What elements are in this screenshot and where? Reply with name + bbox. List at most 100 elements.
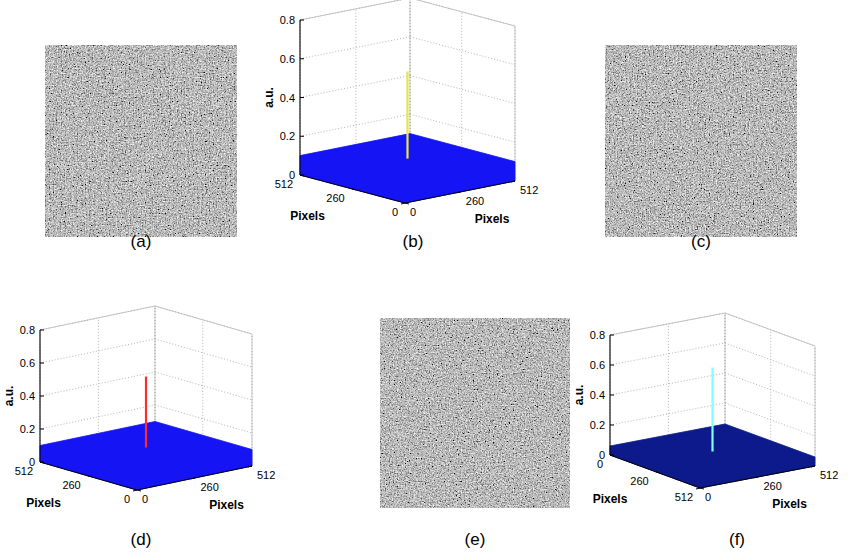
tick-mark bbox=[40, 396, 44, 397]
grid-line bbox=[725, 343, 815, 376]
grid-line bbox=[300, 114, 410, 136]
axis-title: Pixels bbox=[772, 497, 807, 511]
tick-mark bbox=[511, 181, 515, 182]
box-frame bbox=[410, 0, 515, 26]
tick-mark bbox=[40, 429, 44, 430]
tick-mark bbox=[40, 363, 44, 364]
grid-line bbox=[410, 37, 515, 65]
grid-line bbox=[40, 372, 155, 396]
tick-label: 0.2 bbox=[20, 423, 35, 435]
correlation-peak bbox=[406, 71, 408, 158]
grid-line bbox=[300, 0, 410, 20]
box-frame bbox=[815, 346, 816, 466]
box-frame bbox=[410, 0, 411, 153]
grid-line bbox=[300, 76, 410, 98]
axis-title: Pixels bbox=[475, 212, 510, 226]
grid-line bbox=[410, 0, 515, 26]
grid-line bbox=[155, 306, 156, 438]
box-frame bbox=[300, 0, 410, 20]
axis-title: Pixels bbox=[593, 492, 628, 506]
box-frame bbox=[610, 313, 725, 335]
tick-label: 0.8 bbox=[590, 329, 605, 341]
grid-line bbox=[725, 373, 815, 406]
tick-label: 260 bbox=[326, 192, 344, 204]
panel-label: (c) bbox=[691, 232, 711, 251]
axis-line bbox=[40, 462, 137, 490]
tick-label: 0.6 bbox=[20, 357, 35, 369]
correlation-peak bbox=[711, 368, 713, 452]
tick-label: 260 bbox=[62, 479, 80, 491]
tick-mark bbox=[300, 20, 304, 21]
tick-label: 0.2 bbox=[280, 130, 295, 142]
grid-line bbox=[725, 313, 726, 433]
grid-line bbox=[410, 0, 411, 153]
tick-mark bbox=[40, 462, 44, 463]
panel-label: (b) bbox=[403, 232, 424, 251]
tick-label: 0 bbox=[392, 206, 398, 218]
tick-label: 0 bbox=[599, 449, 605, 461]
figure: (a)(c)(e)0260512026051200.20.40.60.8Pixe… bbox=[0, 0, 852, 554]
tick-mark bbox=[811, 466, 815, 467]
box-frame bbox=[155, 306, 156, 438]
grid-line bbox=[515, 26, 516, 181]
tick-label: 512 bbox=[820, 469, 838, 481]
grid-line bbox=[770, 330, 771, 450]
grid-line bbox=[725, 313, 815, 346]
tick-mark bbox=[352, 189, 356, 190]
axis-title: Pixels bbox=[26, 496, 61, 510]
correlation-peak bbox=[145, 377, 147, 448]
tick-mark bbox=[133, 490, 137, 491]
grid-line bbox=[300, 37, 410, 59]
grid-line bbox=[155, 339, 252, 367]
grid-line bbox=[98, 318, 99, 450]
tick-label: 0.4 bbox=[20, 390, 35, 402]
tick-label: 0 bbox=[289, 169, 295, 181]
box-frame bbox=[155, 306, 252, 334]
axis-line bbox=[405, 181, 515, 203]
axis-title: a.u. bbox=[572, 385, 586, 406]
tick-mark bbox=[40, 462, 44, 463]
grid-line bbox=[202, 320, 203, 452]
surface-plot bbox=[300, 0, 515, 204]
grid-line bbox=[40, 306, 155, 330]
panel-label: (a) bbox=[131, 232, 152, 251]
tick-mark bbox=[610, 455, 614, 456]
panel-label: (f) bbox=[729, 530, 745, 549]
grid-line bbox=[461, 12, 462, 167]
box-frame bbox=[40, 306, 155, 330]
grid-line bbox=[410, 0, 411, 153]
noise-image bbox=[380, 318, 570, 508]
tick-label: 512 bbox=[520, 184, 538, 196]
tick-label: 0.4 bbox=[280, 92, 295, 104]
box-frame bbox=[725, 313, 815, 346]
grid-line bbox=[610, 313, 725, 335]
tick-mark bbox=[610, 425, 614, 426]
tick-mark bbox=[457, 192, 461, 193]
grid-line bbox=[155, 372, 252, 400]
axis-title: Pixels bbox=[209, 498, 244, 512]
tick-mark bbox=[300, 175, 304, 176]
tick-mark bbox=[300, 136, 304, 137]
tick-label: 0.8 bbox=[20, 324, 35, 336]
axis-title: a.u. bbox=[262, 87, 276, 108]
tick-mark bbox=[191, 478, 195, 479]
tick-mark bbox=[405, 203, 409, 204]
tick-mark bbox=[137, 490, 141, 491]
grid-line bbox=[155, 306, 156, 438]
tick-mark bbox=[610, 395, 614, 396]
noise-image bbox=[605, 45, 797, 237]
grid-line bbox=[610, 403, 725, 425]
grid-line bbox=[610, 343, 725, 365]
axis-line bbox=[137, 466, 252, 490]
grid-line bbox=[252, 334, 253, 466]
tick-label: 260 bbox=[200, 481, 218, 493]
grid-line bbox=[610, 373, 725, 395]
tick-label: 0 bbox=[142, 493, 148, 505]
tick-mark bbox=[610, 335, 614, 336]
tick-mark bbox=[248, 466, 252, 467]
tick-label: 512 bbox=[257, 469, 275, 481]
tick-label: 0.2 bbox=[590, 419, 605, 431]
tick-label: 0.4 bbox=[590, 389, 605, 401]
panel-label: (d) bbox=[131, 530, 152, 549]
tick-mark bbox=[401, 203, 405, 204]
